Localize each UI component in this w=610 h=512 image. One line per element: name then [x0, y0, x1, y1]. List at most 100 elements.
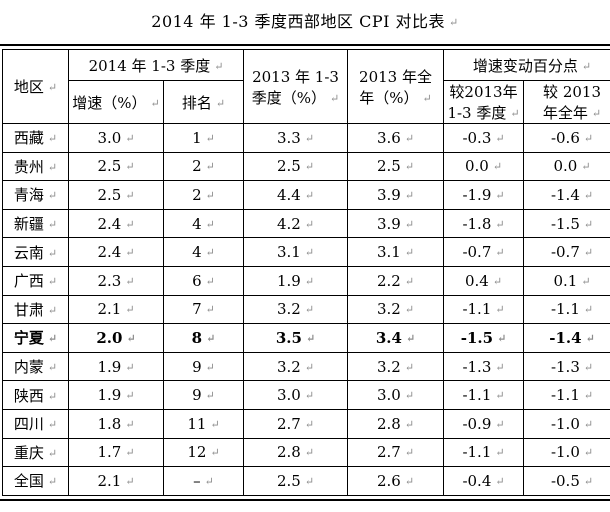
return-mark-icon: ↵: [125, 275, 134, 288]
region-cell: 云南↵: [3, 238, 69, 267]
return-mark-icon: ↵: [584, 189, 593, 202]
vs-full-cell: 0.1↵: [524, 266, 610, 295]
growth-cell: 3.0↵: [69, 124, 164, 153]
return-mark-icon: ↵: [584, 361, 593, 374]
return-mark-icon: ↵: [581, 160, 590, 173]
page-title: 2014 年 1-3 季度西部地区 CPI 对比表↵: [0, 8, 610, 32]
return-mark-icon: ↵: [405, 218, 414, 231]
rank-cell: 6↵: [164, 266, 244, 295]
growth-cell: 1.9↵: [69, 381, 164, 410]
cell-value: 3.2: [377, 358, 401, 376]
region-cell: 重庆↵: [3, 438, 69, 467]
region-cell: 青海↵: [3, 181, 69, 210]
table-row: 西藏↵ 3.0↵ 1↵ 3.3↵ 3.6↵ -0.3↵ -0.6↵: [3, 124, 610, 153]
cell-value: 3.9: [377, 215, 401, 233]
cell-value: 2.5: [277, 157, 301, 175]
cell-value: 2.5: [377, 157, 401, 175]
return-mark-icon: ↵: [405, 275, 414, 288]
return-mark-icon: ↵: [306, 332, 315, 345]
table-row: 云南↵ 2.4↵ 4↵ 3.1↵ 3.1↵ -0.7↵ -0.7↵: [3, 238, 610, 267]
header-2013-full: 2013 年全 年（%）↵: [348, 50, 444, 124]
region-cell: 甘肃↵: [3, 295, 69, 324]
return-mark-icon: ↵: [48, 332, 57, 345]
return-mark-icon: ↵: [206, 275, 215, 288]
return-mark-icon: ↵: [125, 389, 134, 402]
cell-value: 4.4: [277, 186, 301, 204]
region-label: 宁夏: [14, 329, 44, 347]
region-label: 内蒙: [14, 358, 44, 376]
cell-value: 2: [192, 157, 202, 175]
cell-value: 3.2: [277, 300, 301, 318]
return-mark-icon: ↵: [48, 218, 57, 231]
return-mark-icon: ↵: [406, 332, 415, 345]
cell-value: -1.1: [551, 300, 580, 318]
cell-value: -1.3: [462, 358, 491, 376]
header-region: 地区↵: [3, 50, 69, 124]
region-label: 贵州: [14, 158, 44, 176]
cell-value: 2.2: [377, 272, 401, 290]
cell-value: –: [193, 472, 201, 490]
return-mark-icon: ↵: [495, 303, 504, 316]
return-mark-icon: ↵: [495, 361, 504, 374]
return-mark-icon: ↵: [210, 418, 219, 431]
return-mark-icon: ↵: [206, 246, 215, 259]
header-growth: 增速（%）↵: [69, 81, 164, 124]
return-mark-icon: ↵: [48, 447, 57, 460]
header-text: 2013 年 1-3 季度（%）: [252, 68, 339, 107]
q13-2013-cell: 3.3↵: [244, 124, 348, 153]
cell-value: 12: [187, 443, 206, 461]
cell-value: 2: [192, 186, 202, 204]
cell-value: 2.5: [277, 472, 301, 490]
header-rank: 排名↵: [164, 81, 244, 124]
return-mark-icon: ↵: [125, 418, 134, 431]
cell-value: 1.9: [97, 358, 121, 376]
region-cell: 广西↵: [3, 266, 69, 295]
cell-value: 3.0: [377, 386, 401, 404]
region-cell: 内蒙 ↵: [3, 352, 69, 381]
cell-value: -1.0: [551, 415, 580, 433]
header-text: 2013 年全 年（%）: [359, 68, 432, 107]
full-2013-cell: 3.0↵: [348, 381, 444, 410]
return-mark-icon: ↵: [305, 275, 314, 288]
cell-value: 2.8: [277, 443, 301, 461]
table-row: 内蒙↵ 1.9↵ 9↵ 3.2↵ 3.2↵ -1.3↵ -1.3↵: [3, 352, 610, 381]
return-mark-icon: ↵: [48, 361, 57, 374]
cell-value: 11: [187, 415, 206, 433]
return-mark-icon: ↵: [48, 132, 57, 145]
full-2013-cell: 3.4↵: [348, 324, 444, 353]
cell-value: 0.4: [465, 272, 489, 290]
q13-2013-cell: 3.2↵: [244, 295, 348, 324]
cell-value: 0.0: [553, 157, 577, 175]
return-mark-icon: ↵: [584, 218, 593, 231]
cell-value: -1.5: [461, 329, 493, 347]
rank-cell: 2↵: [164, 181, 244, 210]
region-label: 四川: [14, 415, 44, 433]
return-mark-icon: ↵: [205, 475, 214, 488]
q13-2013-cell: 3.1↵: [244, 238, 348, 267]
cell-value: 7: [192, 300, 202, 318]
table-row: 宁夏↵ 2.0↵ 8↵ 3.5↵ 3.4↵ -1.5↵ -1.4↵: [3, 324, 610, 353]
growth-cell: 2.3↵: [69, 266, 164, 295]
cell-value: 4: [192, 215, 202, 233]
return-mark-icon: ↵: [584, 303, 593, 316]
header-vs-2013-q13: 较2013年 1-3 季度↵: [444, 81, 524, 124]
cell-value: 0.1: [553, 272, 577, 290]
return-mark-icon: ↵: [584, 475, 593, 488]
cell-value: -1.1: [462, 300, 491, 318]
return-mark-icon: ↵: [586, 332, 595, 345]
q13-2013-cell: 3.5↵: [244, 324, 348, 353]
q13-2013-cell: 2.8↵: [244, 438, 348, 467]
vs-full-cell: -1.1↵: [524, 381, 610, 410]
table-row: 四川↵ 1.8↵ 11↵ 2.7↵ 2.8↵ -0.9↵ -1.0↵: [3, 409, 610, 438]
cell-value: 1.9: [277, 272, 301, 290]
header-2013-q13: 2013 年 1-3 季度（%）↵: [244, 50, 348, 124]
return-mark-icon: ↵: [495, 218, 504, 231]
return-mark-icon: ↵: [48, 418, 57, 431]
table-row: 广西↵ 2.3↵ 6↵ 1.9↵ 2.2↵ 0.4↵ 0.1↵: [3, 266, 610, 295]
cell-value: 8: [192, 329, 202, 347]
return-mark-icon: ↵: [48, 275, 57, 288]
cell-value: 0.0: [465, 157, 489, 175]
cell-value: 2.4: [97, 243, 121, 261]
region-label: 全国: [14, 472, 44, 490]
table-row: 重庆↵ 1.7↵ 12↵ 2.8↵ 2.7↵ -1.1↵ -1.0↵: [3, 438, 610, 467]
